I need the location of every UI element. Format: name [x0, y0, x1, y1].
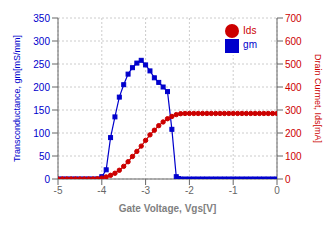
- svg-text:-5: -5: [54, 185, 63, 196]
- svg-text:100: 100: [285, 151, 302, 162]
- svg-text:400: 400: [285, 82, 302, 93]
- svg-text:-3: -3: [141, 185, 150, 196]
- svg-text:Gate Voltage, Vgs[V]: Gate Voltage, Vgs[V]: [119, 203, 217, 214]
- svg-text:150: 150: [33, 105, 50, 116]
- html-text:Ids: Ids: [243, 25, 257, 36]
- svg-text:0: 0: [44, 174, 50, 185]
- svg-text:300: 300: [285, 105, 302, 116]
- svg-text:50: 50: [39, 151, 51, 162]
- svg-text:-4: -4: [97, 185, 106, 196]
- svg-text:-2: -2: [185, 185, 194, 196]
- svg-text:300: 300: [33, 36, 50, 47]
- svg-text:Drain Curmet, Ids[mA]: Drain Curmet, Ids[mA]: [313, 54, 323, 143]
- svg-text:0: 0: [285, 174, 291, 185]
- svg-text:200: 200: [285, 128, 302, 139]
- svg-text:Transconductance, gm[mS/mm]: Transconductance, gm[mS/mm]: [12, 35, 22, 162]
- svg-text:-1: -1: [229, 185, 238, 196]
- svg-text:600: 600: [285, 36, 302, 47]
- svg-text:200: 200: [33, 82, 50, 93]
- svg-text:0: 0: [274, 185, 280, 196]
- svg-text:250: 250: [33, 59, 50, 70]
- svg-text:700: 700: [285, 13, 302, 24]
- svg-text:500: 500: [285, 59, 302, 70]
- svg-text:100: 100: [33, 128, 50, 139]
- svg-text:350: 350: [33, 13, 50, 24]
- html-text:gm: gm: [243, 39, 257, 51]
